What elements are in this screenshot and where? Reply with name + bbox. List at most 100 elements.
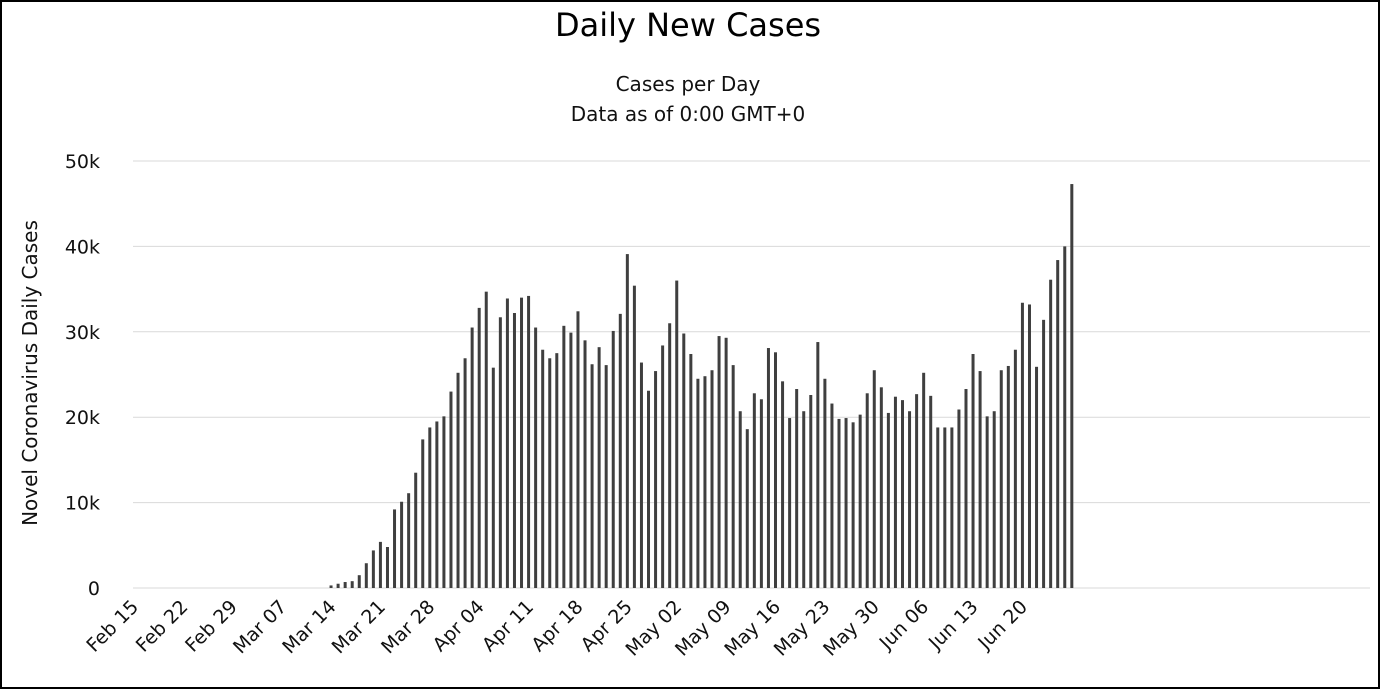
bar (661, 345, 665, 588)
bar (378, 541, 382, 588)
bar (484, 291, 488, 588)
gridlines (133, 160, 1370, 589)
bar (491, 367, 495, 588)
y-tick-label: 30k (65, 322, 100, 344)
bar (639, 362, 643, 588)
bar (647, 390, 651, 588)
bar (534, 327, 538, 588)
bar (752, 393, 756, 588)
bar (463, 358, 467, 588)
bar (992, 411, 996, 588)
bar (703, 376, 707, 588)
bar (1027, 304, 1031, 588)
y-tick-label: 0 (88, 578, 100, 600)
bar (456, 372, 460, 588)
bar (978, 371, 982, 588)
bar (583, 340, 587, 588)
bar (512, 313, 516, 588)
bar (731, 365, 735, 588)
bar (858, 414, 862, 588)
bar (343, 582, 347, 588)
bar (823, 378, 827, 588)
bar (1006, 365, 1010, 588)
bar (555, 353, 559, 588)
bars (329, 184, 1074, 588)
bar (477, 307, 481, 588)
bar (893, 396, 897, 588)
bar (611, 330, 615, 588)
bar (696, 378, 700, 588)
y-axis-ticks: 0 10k 20k 30k 40k 50k (65, 151, 100, 600)
chart-subtitle-line-2: Data as of 0:00 GMT+0 (571, 102, 806, 126)
bar (498, 317, 502, 588)
bar (407, 493, 411, 588)
bar (971, 354, 975, 588)
bar (668, 323, 672, 588)
bar (520, 297, 524, 588)
bar (717, 336, 721, 588)
bar (710, 370, 714, 588)
bar (872, 370, 876, 588)
bar (802, 411, 806, 588)
bar (548, 358, 552, 588)
bar (393, 509, 397, 588)
bar (964, 389, 968, 588)
chart-title: Daily New Cases (555, 6, 821, 44)
y-axis-label: Novel Coronavirus Daily Cases (18, 220, 42, 526)
bar (844, 418, 848, 588)
bar (449, 391, 453, 588)
bar (442, 416, 446, 588)
bar (908, 411, 912, 588)
y-tick-label: 50k (65, 151, 100, 173)
bar (414, 472, 418, 588)
x-tick-label: Jun 06 (875, 596, 934, 655)
bar (371, 550, 375, 588)
bar (1063, 246, 1067, 588)
bar (809, 395, 813, 588)
bar (922, 372, 926, 588)
bar (618, 313, 622, 588)
x-tick-label: Apr 11 (478, 596, 538, 656)
bar (985, 416, 989, 588)
bar (1070, 184, 1074, 588)
bar (400, 501, 404, 588)
bar (724, 337, 728, 588)
bar (886, 412, 890, 588)
bar (357, 575, 361, 588)
bar (901, 400, 904, 588)
bar (421, 439, 425, 588)
bar (830, 403, 834, 588)
chart-subtitle-line-1: Cases per Day (616, 72, 761, 96)
x-tick-label: Mar 07 (229, 596, 291, 658)
bar (562, 325, 566, 588)
bar (428, 427, 432, 588)
bar (781, 381, 785, 588)
bar (1013, 349, 1017, 588)
bar (505, 298, 509, 588)
bar (929, 395, 933, 588)
bar (936, 427, 940, 588)
bar (774, 352, 777, 588)
bar (675, 280, 679, 588)
bar (576, 311, 580, 588)
bar (654, 371, 658, 588)
bar (590, 364, 594, 588)
bar (851, 422, 855, 588)
bar (689, 354, 693, 588)
y-tick-label: 40k (65, 236, 100, 258)
x-tick-label: Jun 13 (924, 596, 983, 655)
bar (1056, 260, 1060, 588)
bar (816, 342, 820, 588)
bar (470, 327, 474, 588)
bar (738, 411, 742, 588)
x-tick-label: Feb 22 (132, 596, 193, 657)
bar (795, 389, 799, 588)
bar (759, 399, 763, 588)
bar (766, 348, 770, 588)
bar (336, 583, 340, 588)
bar (1049, 279, 1053, 588)
bar (950, 427, 954, 588)
bar (682, 333, 686, 588)
